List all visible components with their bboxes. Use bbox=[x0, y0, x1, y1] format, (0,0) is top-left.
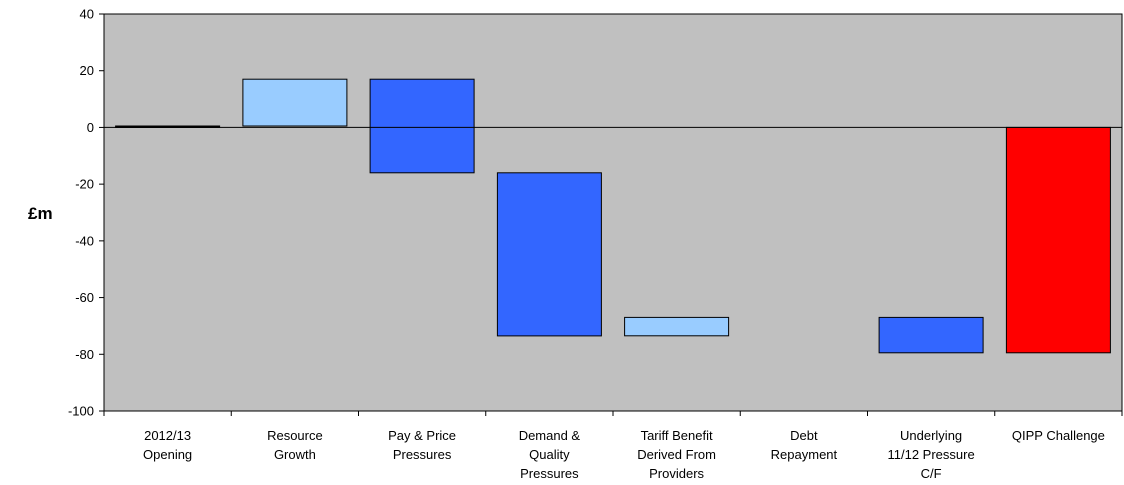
y-tick-label: 0 bbox=[87, 120, 94, 135]
x-category-label: Debt Repayment bbox=[771, 428, 838, 462]
y-tick-label: -20 bbox=[75, 177, 94, 192]
y-tick-label: -100 bbox=[68, 404, 94, 419]
bar-2 bbox=[242, 78, 348, 127]
y-tick-label: -40 bbox=[75, 233, 94, 248]
bar-3 bbox=[369, 78, 475, 174]
x-category-label: Resource Growth bbox=[267, 428, 323, 462]
bar-5 bbox=[624, 316, 730, 337]
bar-8 bbox=[1005, 126, 1111, 354]
y-tick-label: -60 bbox=[75, 290, 94, 305]
x-category-label: Tariff Benefit Derived From Providers bbox=[637, 428, 716, 481]
y-axis-title: £m bbox=[28, 204, 53, 223]
bar-4 bbox=[496, 172, 602, 337]
y-tick-label: 40 bbox=[80, 7, 94, 22]
x-category-label: 2012/13 Opening bbox=[143, 428, 192, 462]
y-tick-label: -80 bbox=[75, 347, 94, 362]
y-tick-label: 20 bbox=[80, 63, 94, 78]
x-category-label: Demand & Quality Pressures bbox=[519, 428, 581, 481]
x-category-label: Pay & Price Pressures bbox=[388, 428, 456, 462]
x-category-label: Underlying 11/12 Pressure C/F bbox=[887, 428, 974, 481]
bar-7 bbox=[878, 316, 984, 354]
x-category-label: QIPP Challenge bbox=[1012, 428, 1105, 443]
